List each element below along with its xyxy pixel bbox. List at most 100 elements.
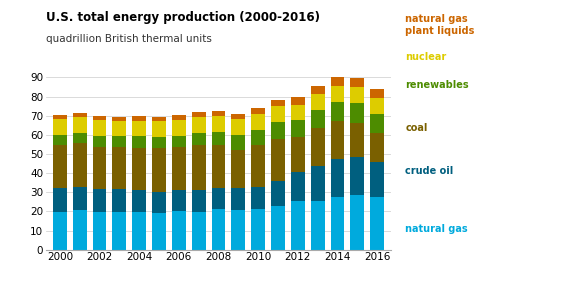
Bar: [231, 188, 246, 210]
Bar: [152, 213, 166, 250]
Bar: [53, 115, 67, 119]
Bar: [212, 132, 225, 145]
Bar: [350, 103, 364, 123]
Bar: [172, 136, 186, 147]
Bar: [251, 209, 265, 250]
Bar: [350, 123, 364, 157]
Text: natural gas: natural gas: [405, 224, 468, 234]
Bar: [132, 121, 146, 136]
Bar: [113, 136, 126, 147]
Bar: [93, 116, 106, 120]
Bar: [191, 112, 206, 117]
Bar: [53, 212, 67, 250]
Bar: [310, 94, 324, 110]
Bar: [73, 113, 87, 117]
Bar: [331, 197, 344, 250]
Bar: [212, 116, 225, 132]
Bar: [370, 89, 384, 98]
Bar: [271, 122, 285, 139]
Bar: [152, 192, 166, 213]
Bar: [53, 119, 67, 135]
Bar: [73, 143, 87, 187]
Bar: [370, 162, 384, 197]
Bar: [251, 187, 265, 209]
Bar: [370, 98, 384, 114]
Bar: [310, 110, 324, 128]
Bar: [73, 210, 87, 250]
Text: natural gas
plant liquids: natural gas plant liquids: [405, 14, 475, 36]
Bar: [271, 181, 285, 206]
Bar: [53, 135, 67, 145]
Bar: [251, 114, 265, 130]
Bar: [172, 147, 186, 190]
Bar: [331, 121, 344, 159]
Bar: [172, 212, 186, 250]
Bar: [331, 102, 344, 121]
Bar: [251, 145, 265, 187]
Bar: [53, 188, 67, 212]
Text: quadrillion British thermal units: quadrillion British thermal units: [46, 34, 212, 44]
Bar: [271, 106, 285, 122]
Bar: [73, 133, 87, 143]
Bar: [271, 206, 285, 250]
Bar: [93, 147, 106, 189]
Bar: [212, 188, 225, 209]
Bar: [291, 105, 305, 120]
Bar: [271, 139, 285, 181]
Bar: [93, 120, 106, 136]
Text: U.S. total energy production (2000-2016): U.S. total energy production (2000-2016): [46, 11, 320, 24]
Bar: [172, 115, 186, 120]
Bar: [231, 114, 246, 119]
Text: nuclear: nuclear: [405, 52, 447, 62]
Bar: [152, 117, 166, 121]
Bar: [231, 150, 246, 188]
Bar: [350, 157, 364, 195]
Bar: [191, 117, 206, 133]
Text: coal: coal: [405, 123, 428, 133]
Bar: [310, 201, 324, 250]
Bar: [291, 201, 305, 250]
Bar: [291, 97, 305, 105]
Bar: [350, 195, 364, 250]
Bar: [291, 120, 305, 137]
Bar: [191, 212, 206, 250]
Bar: [291, 137, 305, 172]
Bar: [113, 117, 126, 121]
Bar: [191, 133, 206, 145]
Bar: [132, 136, 146, 148]
Bar: [113, 212, 126, 250]
Bar: [331, 77, 344, 86]
Bar: [93, 212, 106, 250]
Bar: [172, 190, 186, 212]
Bar: [53, 145, 67, 188]
Text: renewables: renewables: [405, 80, 469, 90]
Bar: [73, 187, 87, 210]
Bar: [191, 145, 206, 190]
Bar: [132, 116, 146, 121]
Bar: [310, 166, 324, 201]
Bar: [310, 86, 324, 94]
Bar: [231, 119, 246, 135]
Text: crude oil: crude oil: [405, 166, 454, 177]
Bar: [251, 108, 265, 114]
Bar: [73, 117, 87, 133]
Bar: [331, 159, 344, 197]
Bar: [132, 190, 146, 212]
Bar: [132, 148, 146, 190]
Bar: [113, 189, 126, 212]
Bar: [251, 130, 265, 145]
Bar: [370, 114, 384, 133]
Bar: [191, 190, 206, 212]
Bar: [212, 111, 225, 116]
Bar: [291, 172, 305, 201]
Bar: [152, 148, 166, 192]
Bar: [152, 137, 166, 148]
Bar: [113, 121, 126, 136]
Bar: [271, 100, 285, 106]
Bar: [231, 135, 246, 150]
Bar: [172, 120, 186, 136]
Bar: [212, 145, 225, 188]
Bar: [93, 136, 106, 147]
Bar: [212, 209, 225, 250]
Bar: [370, 133, 384, 162]
